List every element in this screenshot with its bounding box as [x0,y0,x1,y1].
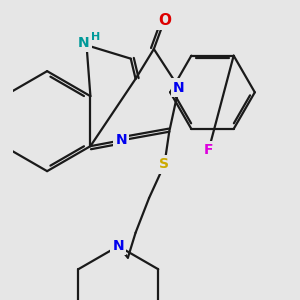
Text: O: O [158,13,171,28]
Text: N: N [115,134,127,147]
Text: N: N [173,80,185,94]
Text: N: N [112,239,124,253]
Text: N: N [78,36,90,50]
Text: S: S [159,158,170,171]
Text: F: F [204,143,213,157]
Text: H: H [91,32,100,42]
